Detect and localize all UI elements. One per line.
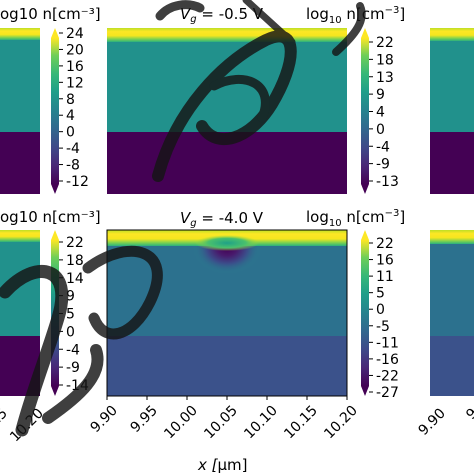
colorbar-top-left — [51, 28, 59, 194]
colorbar-tick-label: -9 — [66, 360, 80, 376]
colorbar-tick-label: -4 — [66, 141, 80, 157]
x-tick-label: 10.15 — [281, 403, 321, 443]
colorbar-top-center — [361, 28, 369, 194]
x-tick-label: 9.90 — [415, 406, 448, 439]
x-axis-label: x [μm] — [197, 456, 248, 474]
colorbar-tick-label: -4 — [376, 139, 390, 155]
colorbar-tick-label: 22 — [66, 235, 84, 251]
colorbar-tick-label: 22 — [376, 236, 394, 252]
colorbar-tick-label: 11 — [376, 269, 394, 285]
colorbar-tick-label: -5 — [376, 319, 390, 335]
colorbar-tick-label: 14 — [66, 271, 84, 287]
panel-title-bottom-center: Vg = -4.0 V — [180, 209, 264, 229]
x-tick-label: 9 — [463, 406, 474, 424]
colorbar-tick-label: 8 — [66, 92, 75, 108]
x-ticks-bottom-center: 9.90 9.95 10.00 10.05 10.10 10.15 10.20 — [88, 396, 361, 442]
colorbar-tick-label: 20 — [66, 42, 84, 58]
colorbar-tick-label: -27 — [376, 385, 399, 401]
colorbar-label-top-left: og10 n[cm⁻³] — [0, 5, 101, 23]
colorbar-tick-label: 16 — [376, 253, 394, 269]
x-tick-label: 15 — [0, 406, 11, 430]
heatmap-top-center — [107, 28, 347, 194]
x-tick-label: 10.00 — [161, 403, 201, 443]
colorbar-tick-label: 24 — [66, 26, 84, 42]
layer-bottom — [107, 336, 347, 396]
colorbar-tick-label: -22 — [376, 368, 399, 384]
panel-title-top-center: Vg = -0.5 V — [180, 5, 264, 25]
colorbar-tick-label: 16 — [66, 59, 84, 75]
colorbar-tick-label: 0 — [66, 125, 75, 141]
colorbar-label-top-center: log10 n[cm−3] — [306, 5, 405, 26]
colorbar-tick-label: 9 — [376, 87, 385, 103]
x-tick-label: 9.95 — [128, 403, 161, 436]
x-tick-label: 10.20 — [321, 403, 361, 443]
x-tick-label: 9.90 — [88, 403, 121, 436]
heatmap-bottom-left — [0, 230, 40, 396]
colorbar-tick-label: -8 — [66, 158, 80, 174]
colorbar-tick-label: 22 — [376, 35, 394, 51]
colorbar-tick-label: 5 — [66, 307, 75, 323]
colorbar-tick-label: 0 — [66, 324, 75, 340]
colorbar-tick-label: -4 — [66, 342, 80, 358]
colorbar-tick-label: -9 — [376, 157, 390, 173]
colorbar-tick-label: 13 — [376, 70, 394, 86]
heatmap-top-left — [0, 28, 40, 194]
colorbar-tick-label: 0 — [376, 302, 385, 318]
layer-surface — [107, 28, 347, 42]
heatmap-bottom-right — [430, 230, 474, 396]
colorbar-tick-label: 9 — [66, 289, 75, 305]
heatmap-bottom-center — [107, 230, 347, 396]
heatmap-top-right — [430, 28, 474, 194]
colorbar-tick-label: -13 — [376, 174, 399, 190]
surface-dip — [195, 235, 259, 251]
colorbar-tick-label: 5 — [376, 286, 385, 302]
colorbar-label-bottom-left: og10 n[cm⁻³] — [0, 208, 101, 226]
colorbar-bottom-center — [361, 230, 369, 396]
colorbar-tick-label: -11 — [376, 335, 399, 351]
watermark — [0, 0, 366, 437]
colorbar-tick-label: 12 — [66, 75, 84, 91]
colorbar-tick-label: -16 — [376, 352, 399, 368]
colorbar-tick-label: -12 — [66, 174, 89, 190]
colorbar-tick-label: 18 — [66, 253, 84, 269]
colorbar-tick-label: 18 — [376, 52, 394, 68]
x-tick-label: 10.05 — [201, 403, 241, 443]
colorbar-label-bottom-center: log10 n[cm−3] — [306, 208, 405, 229]
colorbar-tick-label: 4 — [66, 108, 75, 124]
colorbar-tick-label: 0 — [376, 122, 385, 138]
layer-middle — [107, 42, 347, 132]
x-ticks-bottom-right: 9.90 9 — [415, 406, 474, 439]
colorbar-tick-label: 4 — [376, 105, 385, 121]
x-tick-label: 10.10 — [241, 403, 281, 443]
